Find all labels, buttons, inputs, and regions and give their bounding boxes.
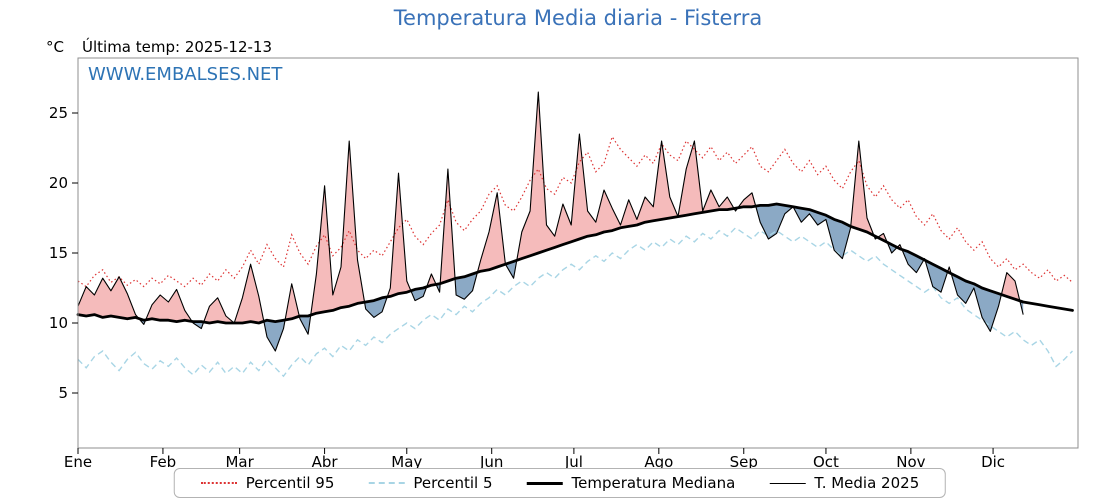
y-tick-label: 5 — [58, 384, 68, 402]
x-tick-label: Ago — [644, 453, 673, 468]
x-tick-label: May — [391, 453, 422, 468]
legend-label-mediana: Temperatura Mediana — [571, 474, 736, 492]
watermark: WWW.EMBALSES.NET — [88, 64, 283, 85]
x-tick-label: Mar — [225, 453, 254, 468]
legend-label-percentil-5: Percentil 5 — [413, 474, 493, 492]
percentil-5-line — [77, 226, 1074, 378]
legend-item-mediana: Temperatura Mediana — [526, 474, 735, 492]
y-tick-label: 25 — [49, 104, 68, 122]
x-tick-label: Nov — [896, 453, 925, 468]
plot-area — [78, 58, 1078, 448]
y-tick-label: 20 — [49, 174, 68, 192]
x-tick-label: Feb — [150, 453, 177, 468]
t-media-2025-line — [77, 91, 1024, 352]
x-tick-label: Sep — [730, 453, 758, 468]
percentil-95-line-sample — [200, 482, 237, 484]
legend-item-percentil-5: Percentil 5 — [368, 474, 492, 492]
y-axis-unit-label: °C — [46, 38, 64, 56]
chart-legend: Percentil 95 Percentil 5 Temperatura Med… — [173, 468, 947, 498]
x-tick-label: Jun — [479, 453, 503, 468]
y-tick-label: 15 — [49, 244, 68, 262]
temperatura-mediana-line — [76, 202, 1074, 325]
x-tick-label: Abr — [312, 453, 339, 468]
x-tick-label: Ene — [64, 453, 92, 468]
axes: 5 10 15 20 25 Ene Feb Mar Abr May Jun Jul Ago Sep Oct N… — [49, 57, 1079, 468]
legend-label-percentil-95: Percentil 95 — [245, 474, 335, 492]
legend-item-t-media-2025: T. Media 2025 — [769, 474, 919, 492]
last-temp-label: Última temp: 2025-12-13 — [82, 38, 273, 56]
percentil-95-line — [77, 135, 1073, 288]
page-title: Temperatura Media diaria - Fisterra — [393, 6, 763, 30]
x-tick-label: Oct — [813, 453, 839, 468]
legend-item-percentil-95: Percentil 95 — [200, 474, 335, 492]
mediana-line-sample — [526, 481, 563, 485]
y-tick-label: 10 — [49, 314, 68, 332]
percentil-5-line-sample — [368, 482, 405, 484]
x-tick-label: Jul — [564, 453, 583, 468]
temperature-chart: WWW.EMBALSES.NET 5 10 15 20 25 Ene Feb Mar Abr May… — [49, 57, 1079, 468]
t-media-2025-line-sample — [769, 482, 806, 484]
x-tick-label: Dic — [981, 453, 1005, 468]
legend-label-t-media-2025: T. Media 2025 — [814, 474, 920, 492]
fill-2025-above-median — [78, 92, 1020, 323]
